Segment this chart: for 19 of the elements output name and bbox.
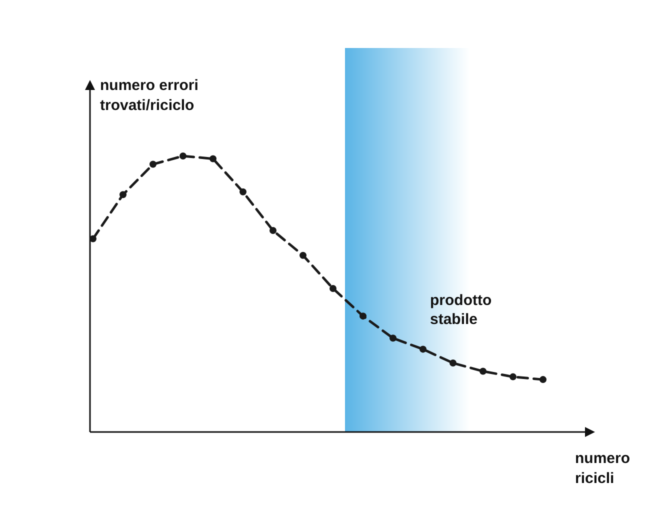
point	[420, 346, 426, 353]
point	[120, 191, 126, 198]
annotation: prodotto stabile	[430, 292, 492, 328]
point	[180, 152, 186, 160]
y-axis-title: numero errori trovati/riciclo	[100, 77, 198, 114]
point	[300, 252, 306, 259]
point	[360, 312, 366, 320]
x-axis-title: numero ricicli	[575, 450, 630, 487]
point	[510, 373, 516, 380]
point	[240, 188, 246, 196]
point	[540, 376, 546, 384]
point	[480, 368, 486, 375]
point	[210, 155, 216, 162]
point	[330, 284, 336, 292]
point	[270, 227, 276, 234]
point	[150, 160, 156, 168]
point	[390, 334, 396, 342]
point	[450, 360, 456, 366]
point	[90, 235, 96, 242]
